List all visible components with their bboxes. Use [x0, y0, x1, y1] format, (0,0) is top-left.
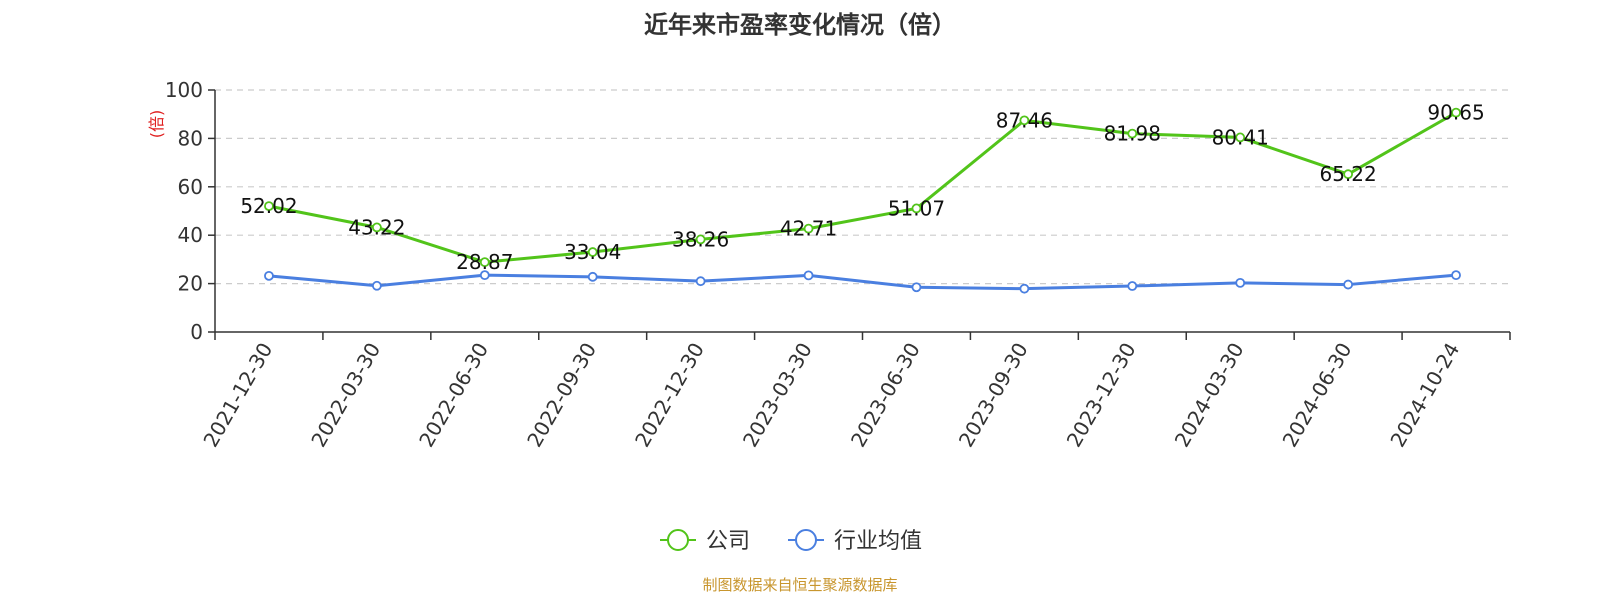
- data-point: [1343, 279, 1354, 290]
- legend: 公司 行业均值: [660, 529, 922, 554]
- x-tick-label: 2023-03-30: [738, 339, 817, 452]
- data-point: [911, 282, 922, 293]
- data-point: [803, 223, 814, 234]
- data-point: [1451, 107, 1461, 118]
- data-label: 52.02: [240, 194, 297, 218]
- y-tick-label: 60: [178, 175, 203, 199]
- data-source-note: 制图数据来自恒生聚源数据库: [702, 576, 897, 594]
- legend-marker: [667, 529, 689, 551]
- x-tick-label: 2023-12-30: [1062, 339, 1141, 452]
- data-point: [1019, 283, 1030, 294]
- x-tick-label: 2021-12-30: [198, 339, 277, 452]
- y-tick-label: 40: [178, 223, 203, 247]
- data-label: 42.71: [780, 217, 837, 241]
- data-label: 87.46: [996, 108, 1053, 132]
- x-tick-label: 2022-03-30: [306, 339, 385, 452]
- series-line: [268, 111, 1457, 264]
- data-point: [1019, 115, 1030, 126]
- data-point: [1235, 132, 1246, 143]
- x-tick-label: 2022-09-30: [522, 339, 601, 452]
- data-point: [371, 222, 382, 233]
- data-point: [695, 276, 706, 287]
- data-point: [264, 201, 274, 212]
- data-point: [1235, 277, 1246, 288]
- data-point: [695, 234, 706, 245]
- y-tick-label: 0: [190, 320, 203, 344]
- legend-label: 公司: [706, 529, 750, 554]
- series-line: [268, 273, 1457, 291]
- data-point: [1343, 169, 1354, 180]
- data-point: [371, 280, 382, 291]
- x-tick-label: 2022-06-30: [414, 338, 493, 451]
- y-tick-label: 20: [178, 272, 203, 296]
- data-label: 38.26: [672, 227, 729, 251]
- series-layer: 52.02 43.22 28.87 33.04 38.26 42.71 51.07 87.46…: [240, 101, 1485, 294]
- grid-lines: [215, 89, 1510, 285]
- x-tick-label: 2024-10-24: [1385, 339, 1464, 452]
- y-tick-label: 100: [165, 78, 203, 102]
- data-point: [1451, 270, 1461, 281]
- x-tick-label: 2024-06-30: [1278, 339, 1357, 452]
- data-point: [803, 270, 814, 281]
- legend-marker: [795, 529, 817, 551]
- x-tick-label: 2022-12-30: [630, 339, 709, 452]
- data-label: 51.07: [888, 196, 945, 220]
- x-tick-label: 2024-03-30: [1170, 339, 1249, 452]
- data-label: 81.98: [1104, 122, 1161, 146]
- data-point: [587, 247, 598, 257]
- data-point: [587, 271, 598, 282]
- data-point: [479, 257, 490, 268]
- axes: 0 20 40 60 80 100 2021-12-30 2022-03-30 2022-06-…: [165, 78, 1511, 452]
- data-point: [1127, 128, 1138, 139]
- legend-label: 行业均值: [834, 529, 922, 554]
- data-label: 65.22: [1319, 162, 1376, 186]
- y-tick-label: 80: [178, 126, 203, 150]
- data-point: [264, 270, 274, 281]
- chart-title: 近年来市盈率变化情况（倍）: [644, 11, 956, 39]
- data-label: 28.87: [456, 250, 513, 274]
- y-axis-label: (倍): [147, 110, 166, 139]
- data-point: [1127, 281, 1138, 291]
- legend-item: 行业均值: [788, 529, 922, 554]
- data-label: 80.41: [1212, 125, 1269, 149]
- data-label: 33.04: [564, 240, 621, 264]
- data-label: 90.65: [1427, 101, 1484, 125]
- series-2: [264, 270, 1461, 294]
- x-tick-label: 2023-06-30: [846, 338, 925, 451]
- data-point: [479, 270, 490, 281]
- data-label: 43.22: [348, 215, 405, 239]
- series-1: 52.02 43.22 28.87 33.04 38.26 42.71 51.07 87.46…: [240, 101, 1484, 275]
- x-tick-label: 2023-09-30: [954, 339, 1033, 452]
- legend-item: 公司: [660, 529, 750, 554]
- data-point: [911, 203, 922, 214]
